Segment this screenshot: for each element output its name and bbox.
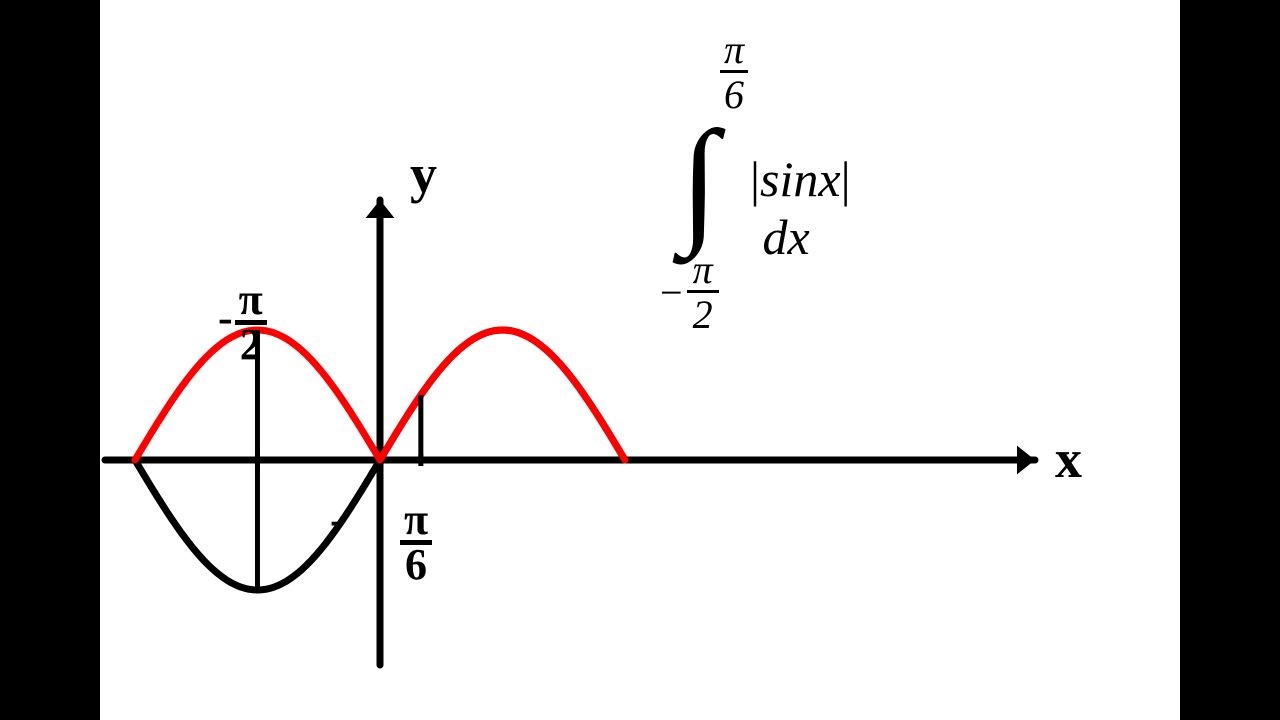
y-axis-label: y [410,150,437,199]
integrand: |sinx| dx [750,150,851,266]
label-stray-minus: - [330,500,345,540]
upper-limit: π 6 [720,30,748,115]
label-pi-over-6: π 6 [400,500,432,584]
label-neg-pi-over-2: - π 2 [218,280,267,364]
plot-svg [0,0,1280,720]
integral-sign-icon: ∫ [680,100,718,261]
x-axis-label: x [1055,435,1082,484]
lower-limit: − π 2 [660,250,719,335]
